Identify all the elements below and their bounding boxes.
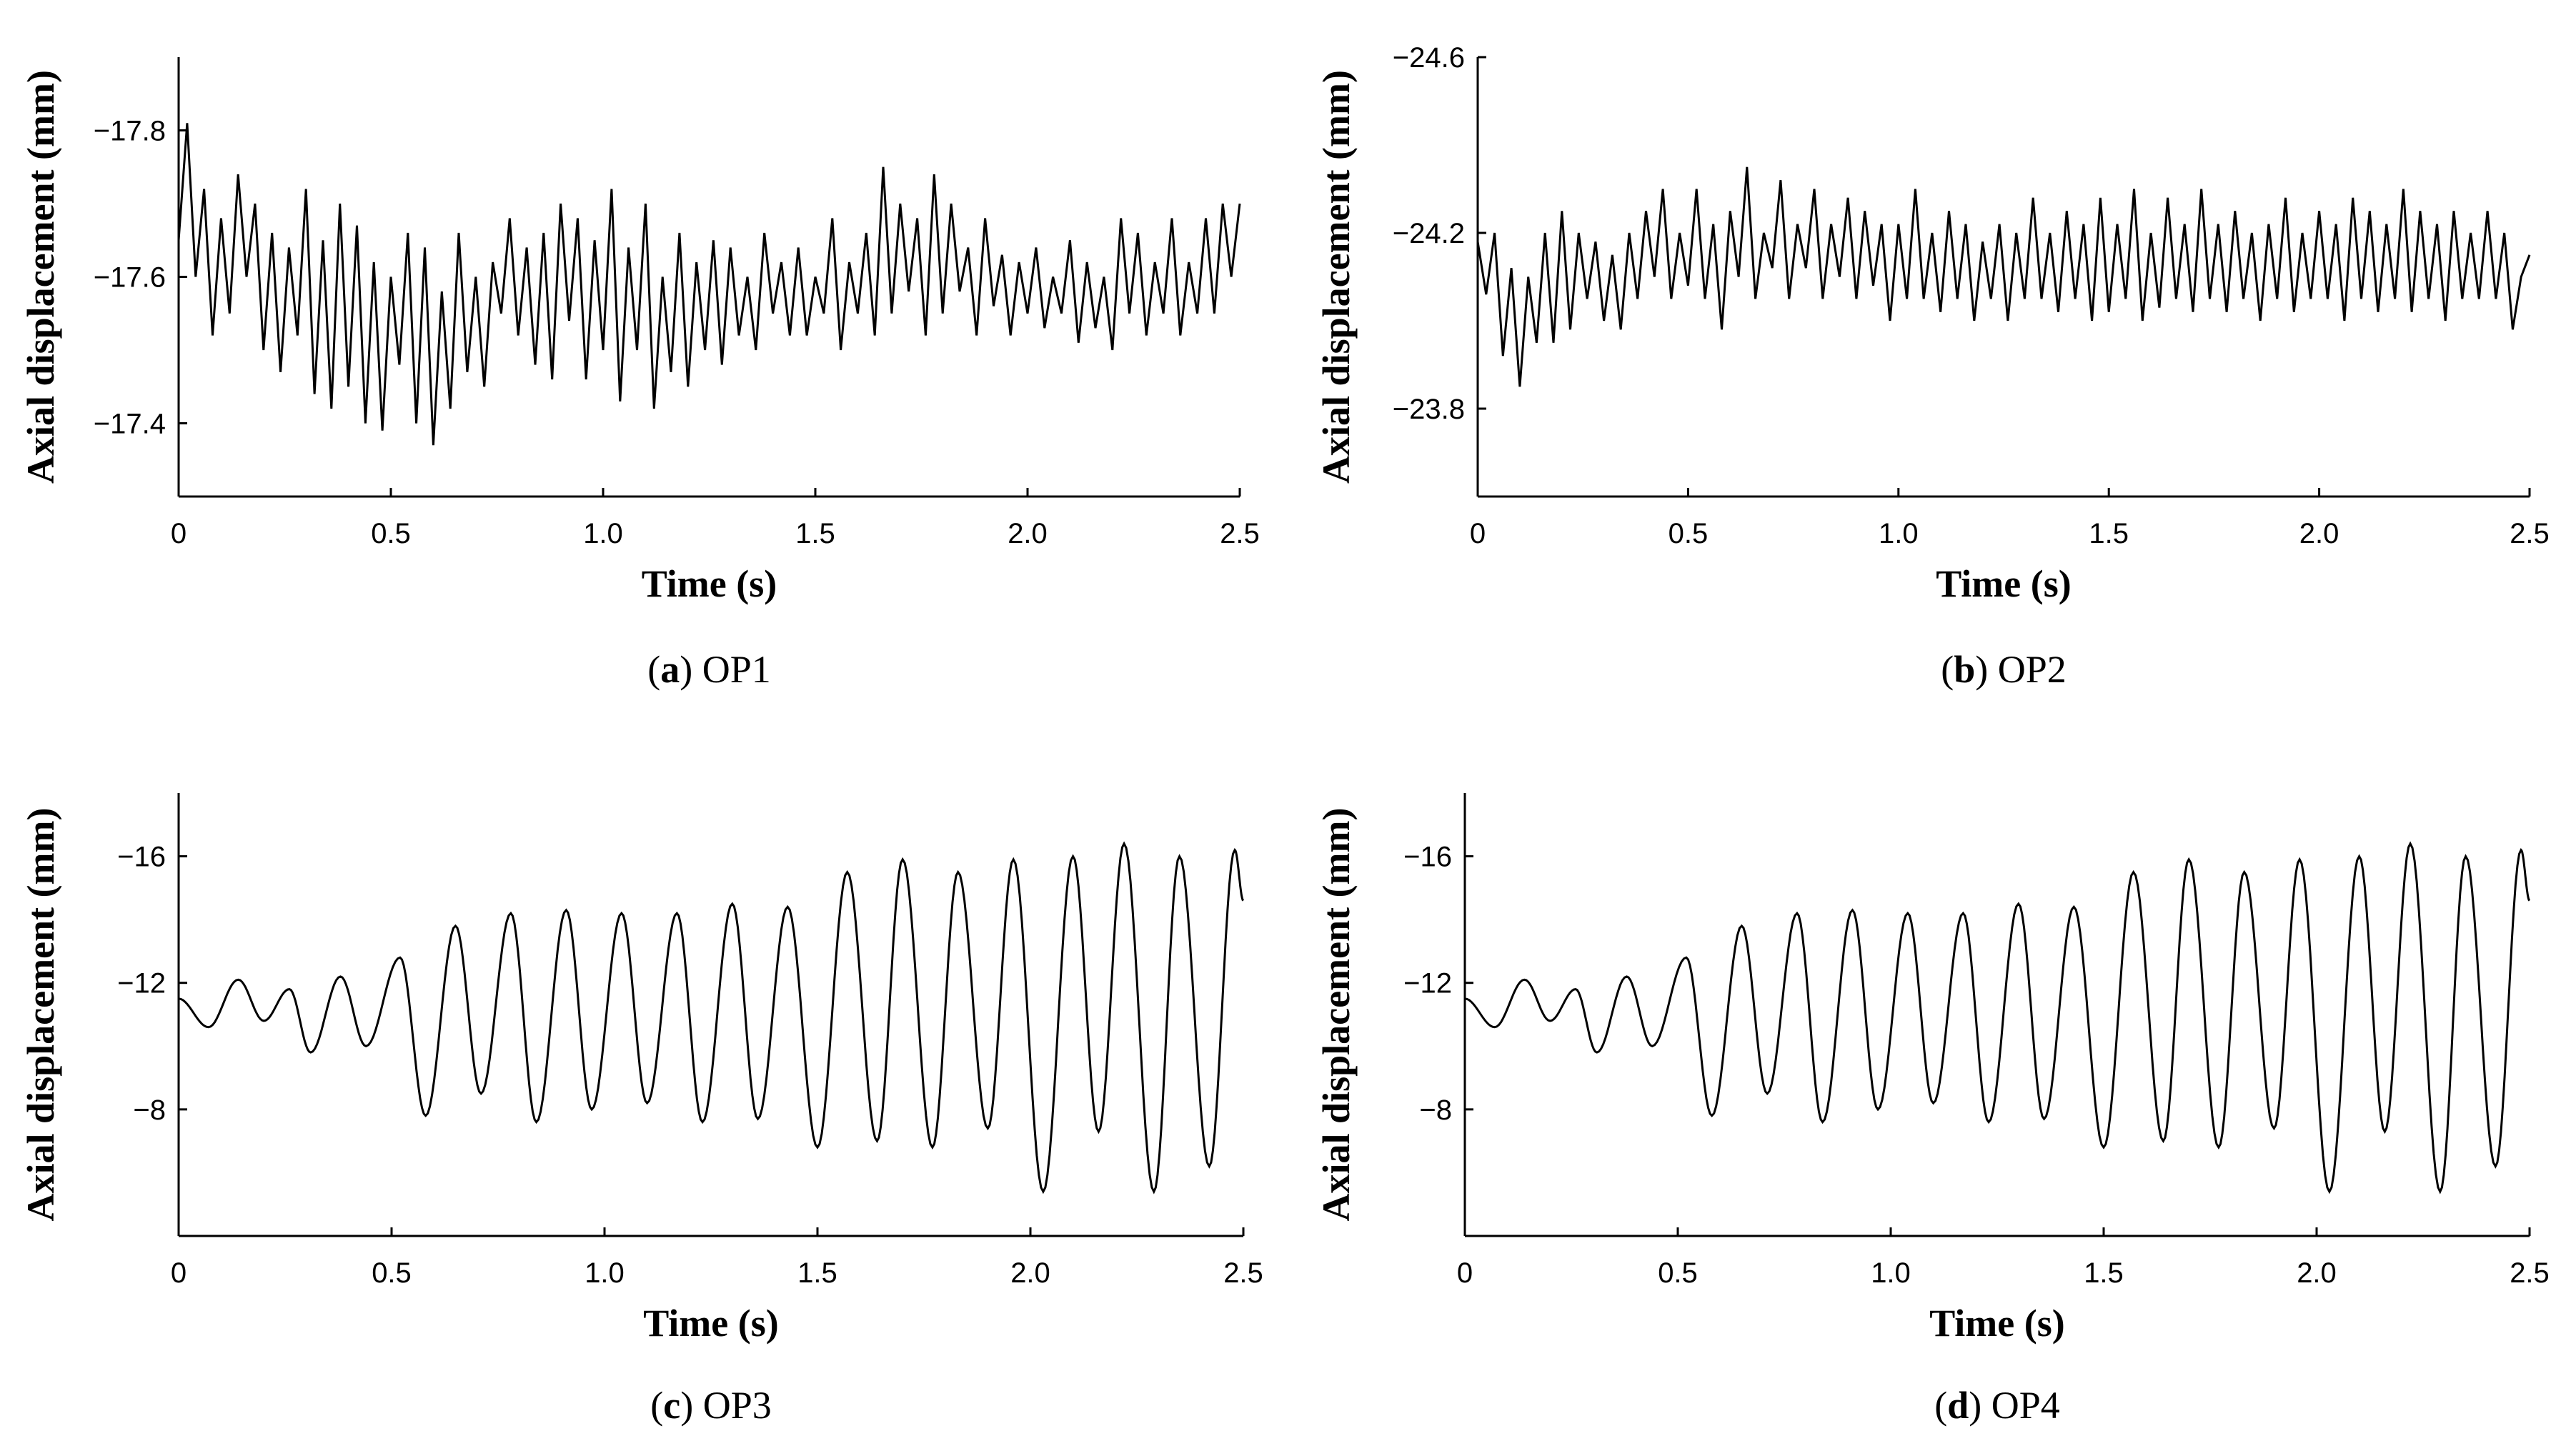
caption-letter: d <box>1947 1384 1969 1427</box>
y-tick-label: −17.4 <box>94 409 166 440</box>
panel-caption: (b) OP2 <box>1941 648 2067 691</box>
x-tick-label: 1.0 <box>1871 1257 1911 1289</box>
y-axis-title: Axial displacement (mm) <box>19 70 62 484</box>
y-tick-label: −8 <box>133 1095 166 1126</box>
caption-paren-close: ) <box>1969 1384 1991 1427</box>
x-tick-label: 2.5 <box>2510 518 2550 549</box>
x-axis-title: Time (s) <box>1929 1302 2064 1345</box>
x-tick-label: 2.0 <box>1008 518 1048 549</box>
x-tick-label: 1.5 <box>795 518 835 549</box>
panel-caption: (c) OP3 <box>650 1384 771 1427</box>
caption-paren-open: ( <box>1941 648 1954 691</box>
caption-paren-open: ( <box>650 1384 663 1427</box>
y-tick-label: −16 <box>117 842 166 873</box>
caption-paren-close: ) <box>1975 648 1997 691</box>
caption-text: OP1 <box>702 648 771 691</box>
y-tick-label: −12 <box>1403 968 1452 999</box>
caption-paren-close: ) <box>680 1384 702 1427</box>
caption-paren-open: ( <box>1934 1384 1947 1427</box>
x-tick-label: 1.0 <box>585 1257 625 1289</box>
y-axis-title: Axial displacement (mm) <box>1315 70 1358 484</box>
x-tick-label: 2.0 <box>2299 518 2339 549</box>
caption-text: OP4 <box>1991 1384 2060 1427</box>
caption-text: OP3 <box>703 1384 772 1427</box>
caption-letter: c <box>663 1384 680 1427</box>
x-tick-label: 2.5 <box>1220 518 1260 549</box>
x-tick-label: 1.0 <box>583 518 623 549</box>
caption-paren-open: ( <box>647 648 660 691</box>
y-tick-label: −23.8 <box>1393 394 1465 425</box>
series-line <box>1476 166 2531 387</box>
caption-letter: a <box>660 648 680 691</box>
panel-caption: (a) OP1 <box>647 648 771 691</box>
chart-panel-b: 0 0.5 1.0 1.5 2.0 2.5 −24.6 −24.2 −23.8 Time (s) A… <box>1315 42 2550 691</box>
y-axis-title: Axial displacement (mm) <box>19 808 62 1222</box>
x-tick-label: 1.5 <box>797 1257 837 1289</box>
series-line <box>1464 841 2531 1195</box>
x-tick-label: 0 <box>1470 518 1486 549</box>
x-tick-label: 2.0 <box>1010 1257 1050 1289</box>
x-tick-label: 2.5 <box>2510 1257 2550 1289</box>
x-tick-label: 0 <box>171 518 187 549</box>
caption-text: OP2 <box>1998 648 2067 691</box>
y-tick-label: −16 <box>1403 842 1452 873</box>
x-axis-title: Time (s) <box>642 562 777 605</box>
chart-panel-c: 0 0.5 1.0 1.5 2.0 2.5 −16 −12 −8 Time (s) Axial di… <box>19 793 1263 1427</box>
y-tick-label: −24.6 <box>1393 42 1465 74</box>
x-tick-label: 0.5 <box>371 518 411 549</box>
y-tick-label: −12 <box>117 968 166 999</box>
x-tick-label: 0 <box>171 1257 187 1289</box>
y-tick-label: −17.8 <box>94 116 166 147</box>
y-axis-title: Axial displacement (mm) <box>1315 808 1358 1222</box>
chart-panel-d: 0 0.5 1.0 1.5 2.0 2.5 −16 −12 −8 Time (s) Axial di… <box>1315 793 2550 1427</box>
x-tick-label: 1.5 <box>2084 1257 2124 1289</box>
x-tick-label: 0 <box>1457 1257 1473 1289</box>
y-tick-label: −17.6 <box>94 262 166 294</box>
panel-caption: (d) OP4 <box>1934 1384 2060 1427</box>
x-axis-title: Time (s) <box>643 1302 778 1345</box>
x-tick-label: 1.0 <box>1879 518 1919 549</box>
x-tick-label: 1.5 <box>2089 518 2129 549</box>
x-tick-label: 0.5 <box>1658 1257 1698 1289</box>
y-tick-label: −24.2 <box>1393 218 1465 249</box>
series-line <box>178 841 1245 1195</box>
x-axis-title: Time (s) <box>1936 562 2071 605</box>
series-line <box>177 123 1241 446</box>
caption-letter: b <box>1954 648 1975 691</box>
y-tick-label: −8 <box>1419 1095 1452 1126</box>
caption-paren-close: ) <box>680 648 702 691</box>
x-tick-label: 0.5 <box>1669 518 1709 549</box>
x-tick-label: 0.5 <box>372 1257 412 1289</box>
chart-panel-a: 0 0.5 1.0 1.5 2.0 2.5 −17.8 −17.6 −17.4 Time (s) A… <box>19 57 1260 691</box>
x-tick-label: 2.0 <box>2297 1257 2337 1289</box>
x-tick-label: 2.5 <box>1223 1257 1263 1289</box>
